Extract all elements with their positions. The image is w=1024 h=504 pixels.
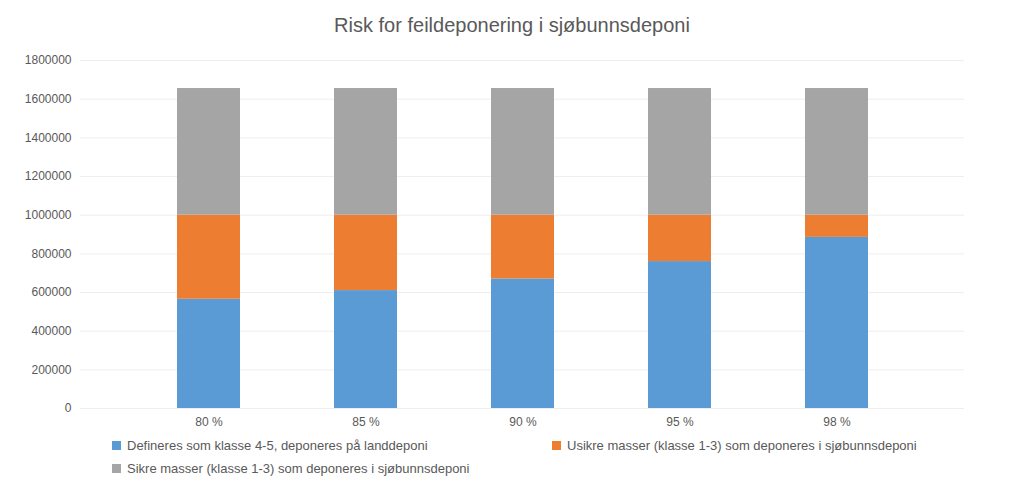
html-text:Sikre masser (klasse 1-3) som: Sikre masser (klasse 1-3) som deponeres …: [127, 461, 470, 476]
svg-text:1000000: 1000000: [25, 208, 72, 222]
svg-text:1600000: 1600000: [25, 92, 72, 106]
svg-text:98 %: 98 %: [823, 415, 851, 429]
svg-text:0: 0: [65, 401, 72, 415]
svg-text:1200000: 1200000: [25, 169, 72, 183]
svg-text:1800000: 1800000: [25, 53, 72, 67]
svg-text:80 %: 80 %: [195, 415, 223, 429]
svg-text:800000: 800000: [31, 247, 71, 261]
svg-text:90 %: 90 %: [509, 415, 537, 429]
svg-text:1400000: 1400000: [25, 131, 72, 145]
html-text:Usikre masser (klasse 1-3) som: Usikre masser (klasse 1-3) som deponeres…: [567, 438, 917, 453]
svg-text:200000: 200000: [31, 363, 71, 377]
svg-text:400000: 400000: [31, 324, 71, 338]
html-text:Defineres som klasse 4-5, depo: Defineres som klasse 4-5, deponeres på l…: [127, 438, 428, 453]
svg-text:600000: 600000: [31, 285, 71, 299]
html-text:Risk for feildeponering i sjøb: Risk for feildeponering i sjøbunnsdeponi: [334, 14, 690, 36]
svg-text:95 %: 95 %: [666, 415, 694, 429]
svg-text:85 %: 85 %: [352, 415, 380, 429]
